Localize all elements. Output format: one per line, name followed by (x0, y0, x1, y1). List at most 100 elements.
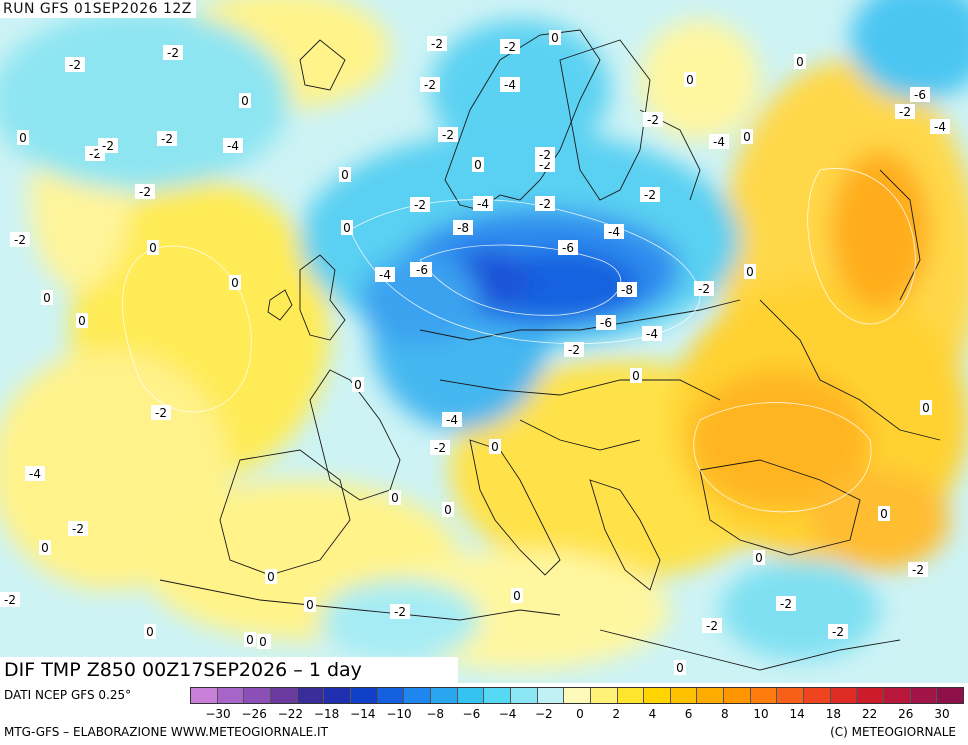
contour-label-bg (412, 262, 432, 277)
colorbar-swatch (937, 688, 964, 703)
contour-label: -2 (394, 605, 406, 619)
colorbar-tick-label: 2 (612, 707, 621, 721)
colorbar-tick-label: 18 (825, 707, 842, 721)
contour-label: -2 (832, 625, 844, 639)
colorbar-swatch (537, 688, 565, 703)
colorbar-tick-label: −30 (205, 707, 231, 721)
contour-label: -2 (414, 198, 426, 212)
contour-label-bg (98, 138, 118, 153)
contour-label-bg (630, 368, 642, 383)
contour-label-bg (908, 562, 928, 577)
contour-label-bg (549, 30, 561, 45)
contour-label-bg (753, 550, 765, 565)
contour-label-bg (895, 104, 915, 119)
contour-label-bg (25, 466, 45, 481)
contour-label-bg (453, 220, 473, 235)
contour-label-bg (558, 240, 578, 255)
contour-label-bg (564, 342, 584, 357)
contour-label: -2 (155, 406, 167, 420)
contour-label-bg (702, 618, 722, 633)
contour-label-bg (684, 72, 696, 87)
contour-label: -8 (621, 283, 633, 297)
colorbar-swatch (804, 688, 831, 703)
contour-label-bg (511, 588, 523, 603)
contour-label: -2 (539, 197, 551, 211)
contour-label: 0 (391, 491, 399, 505)
contour-label: -2 (539, 148, 551, 162)
contour-label: -2 (424, 78, 436, 92)
contour-label-bg (0, 592, 20, 607)
contour-label-bg (341, 220, 353, 235)
contour-label-bg (410, 197, 430, 212)
contour-label-bg (10, 232, 30, 247)
contour-label: 0 (551, 31, 559, 45)
contour-label-bg (76, 313, 88, 328)
colorbar-tick-label: 8 (720, 707, 729, 721)
run-label: RUN GFS 01SEP2026 12Z (0, 0, 196, 18)
contour-label-bg (674, 660, 686, 675)
contour-label: 0 (19, 131, 27, 145)
colorbar-tick-label: −18 (313, 707, 340, 721)
contour-label-bg (375, 267, 395, 282)
contour-label: -6 (600, 316, 612, 330)
colorbar-ticks: −30 −26 −22 −18 −14 −10 −8 −6 −4 −2 0 2 4 6 8 10 14 18 22 2… (190, 707, 964, 723)
contour-label: 0 (259, 635, 267, 649)
contour-label-bg (741, 129, 753, 144)
contour-label: 0 (231, 276, 239, 290)
contour-label: 0 (743, 130, 751, 144)
contour-label-bg (147, 240, 159, 255)
contour-label-bg (339, 167, 351, 182)
contour-label-bg (223, 138, 243, 153)
contour-label: -2 (139, 185, 151, 199)
contour-label-bg (389, 490, 401, 505)
contour-label-bg (643, 112, 663, 127)
contour-label: -4 (29, 467, 41, 481)
temperature-anomaly-map: -2-2-200-2-2-2-4-20-200000-2-4-200-20-6-… (0, 0, 968, 683)
contour-label: 0 (246, 633, 254, 647)
contour-label: 0 (444, 503, 452, 517)
contour-label-bg (41, 290, 53, 305)
contour-label: -4 (477, 197, 489, 211)
contour-label: 0 (41, 541, 49, 555)
contour-label: -4 (608, 225, 620, 239)
colorbar-tick-label: −22 (277, 707, 304, 721)
contour-label: 0 (746, 265, 754, 279)
colorbar-tick-label: 0 (576, 707, 584, 721)
contour-label: -2 (161, 132, 173, 146)
contour-label: -2 (4, 593, 16, 607)
contour-label-bg (65, 57, 85, 72)
colorbar-swatch (217, 688, 245, 703)
contour-label-bg (878, 506, 890, 521)
colorbar-swatch (430, 688, 458, 703)
contour-label: -4 (446, 413, 458, 427)
contour-label: -6 (416, 263, 428, 277)
colorbar-swatch (244, 688, 271, 703)
contour-label: -2 (899, 105, 911, 119)
contour-label: 0 (632, 369, 640, 383)
colorbar-swatch (617, 688, 645, 703)
contour-label: -2 (504, 40, 516, 54)
contour-label: 0 (922, 401, 930, 415)
contour-label-bg (794, 54, 806, 69)
contour-label: -2 (167, 46, 179, 60)
colorbar-tick-label: 22 (861, 707, 878, 721)
colorbar-swatch (777, 688, 805, 703)
colorbar-swatch (484, 688, 511, 703)
contour-label-bg (229, 275, 241, 290)
contour-label-bg (157, 131, 177, 146)
contour-label: -2 (698, 282, 710, 296)
contour-label-bg (642, 326, 662, 341)
colorbar-swatch (404, 688, 431, 703)
contour-label: -2 (568, 343, 580, 357)
contour-label: -8 (457, 221, 469, 235)
anomaly-field (0, 0, 968, 670)
credit-label: MTG-GFS – ELABORAZIONE WWW.METEOGIORNALE… (4, 725, 328, 739)
contour-label-bg (920, 400, 932, 415)
colorbar-swatch (644, 688, 671, 703)
contour-label-bg (930, 119, 950, 134)
contour-label-bg (500, 39, 520, 54)
contour-label: -2 (89, 147, 101, 161)
colorbar-tick-label: −8 (426, 707, 445, 721)
colorbar-swatch (884, 688, 911, 703)
colorbar-swatch (377, 688, 405, 703)
